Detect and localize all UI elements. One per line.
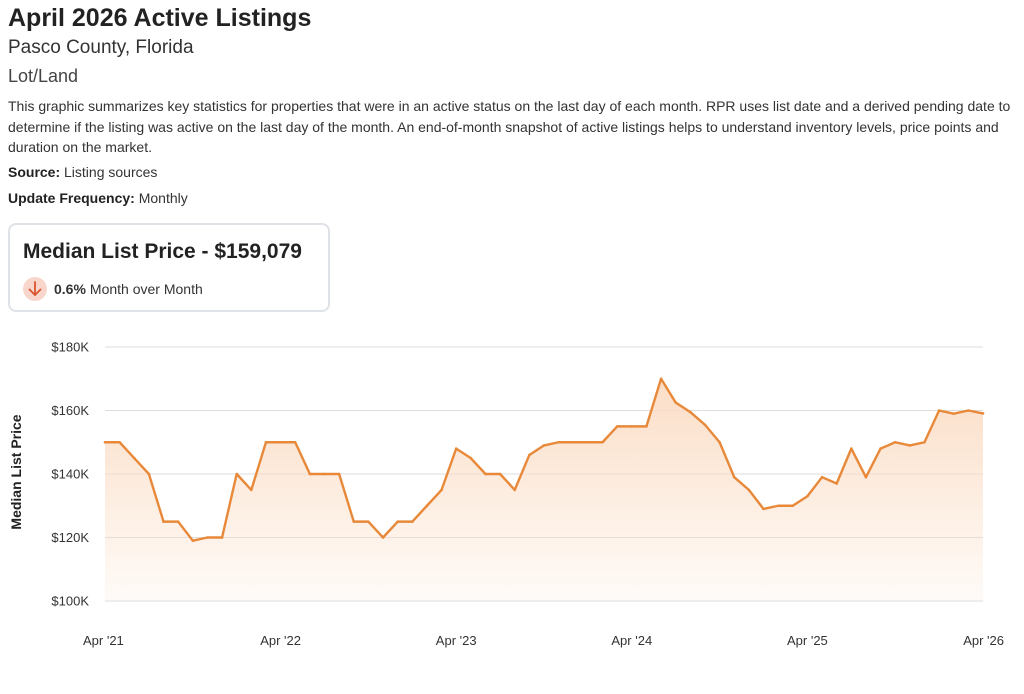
median-price-card: Median List Price - $159,079 0.6% Month … xyxy=(8,223,330,312)
y-tick-label: $140K xyxy=(51,467,89,482)
data-point xyxy=(528,453,531,457)
frequency-label: Update Frequency: xyxy=(8,190,135,206)
data-point xyxy=(967,409,970,412)
data-point xyxy=(703,423,707,427)
data-point xyxy=(557,440,560,444)
data-point xyxy=(469,456,473,460)
data-point xyxy=(981,412,985,415)
x-tick-label: Apr '24 xyxy=(611,633,652,648)
data-point xyxy=(440,488,443,492)
data-point xyxy=(411,520,414,523)
x-tick-label: Apr '21 xyxy=(83,633,124,648)
data-point xyxy=(162,520,165,523)
data-point xyxy=(220,536,224,539)
data-point xyxy=(250,488,253,492)
data-point xyxy=(689,410,692,414)
source-label: Source: xyxy=(8,164,61,180)
data-point xyxy=(615,425,619,428)
page-title: April 2026 Active Listings xyxy=(8,4,312,32)
x-tick-label: Apr '23 xyxy=(436,633,477,648)
data-point xyxy=(893,440,897,444)
x-tick-label: Apr '22 xyxy=(260,633,301,648)
y-axis-ticks: $100K $120K $140K $160K $180K xyxy=(51,340,89,609)
data-point xyxy=(308,472,312,476)
y-tick-label: $120K xyxy=(51,530,89,545)
data-point xyxy=(206,536,209,539)
data-point xyxy=(454,447,458,450)
data-point xyxy=(293,440,297,444)
data-point xyxy=(732,475,736,479)
data-point xyxy=(337,472,341,476)
data-point xyxy=(542,444,546,447)
data-point xyxy=(820,475,824,479)
data-point xyxy=(381,536,385,539)
data-point xyxy=(747,488,751,492)
data-point xyxy=(425,504,429,508)
data-point xyxy=(879,447,882,450)
frequency-value: Monthly xyxy=(138,190,188,206)
data-point xyxy=(264,440,268,444)
data-point xyxy=(367,520,370,523)
y-axis-title: Median List Price xyxy=(8,414,24,529)
data-point xyxy=(484,472,487,476)
data-point xyxy=(103,440,107,444)
data-point xyxy=(718,440,721,444)
location-subtitle: Pasco County, Florida xyxy=(8,37,194,58)
data-point xyxy=(864,475,868,479)
data-point xyxy=(908,444,912,447)
data-point xyxy=(923,440,926,444)
data-point xyxy=(586,440,590,444)
data-point xyxy=(674,401,677,404)
data-point xyxy=(279,440,282,444)
x-axis-ticks: Apr '21 Apr '22 Apr '23 Apr '24 Apr '25 Apr '… xyxy=(83,633,1004,648)
data-point xyxy=(132,456,136,460)
data-point xyxy=(352,520,356,523)
data-point xyxy=(630,425,634,428)
data-point xyxy=(659,377,663,381)
data-point xyxy=(776,504,780,508)
source-value: Listing sources xyxy=(64,164,158,180)
data-point xyxy=(601,440,604,444)
description-text: This graphic summarizes key statistics f… xyxy=(8,98,1011,155)
data-point xyxy=(147,472,151,476)
stat-change: 0.6% Month over Month xyxy=(23,277,203,301)
data-point xyxy=(806,494,809,498)
data-point xyxy=(937,409,941,412)
data-point xyxy=(191,539,195,542)
data-point xyxy=(791,504,795,508)
data-point xyxy=(235,472,238,476)
data-point xyxy=(645,425,648,428)
stat-title: Median List Price - $159,079 xyxy=(23,240,302,263)
data-point xyxy=(396,520,399,523)
x-tick-label: Apr '25 xyxy=(787,633,828,648)
data-point xyxy=(513,488,517,492)
series-area xyxy=(105,378,983,601)
median-list-price-chart: Median List Price $100K$120K$140K$160K$1… xyxy=(8,340,1004,649)
data-points xyxy=(103,377,985,542)
data-point xyxy=(835,482,838,485)
change-period: Month over Month xyxy=(89,281,203,297)
property-category: Lot/Land xyxy=(8,66,79,86)
y-tick-label: $180K xyxy=(51,340,89,355)
y-tick-label: $100K xyxy=(51,594,89,609)
source-line: Source: Listing sources xyxy=(8,164,157,180)
x-tick-label: Apr '26 xyxy=(963,633,1004,648)
y-tick-label: $160K xyxy=(51,403,89,418)
data-point xyxy=(323,472,326,476)
data-point xyxy=(952,412,956,415)
change-percent: 0.6% xyxy=(54,281,86,297)
data-point xyxy=(118,440,121,444)
data-point xyxy=(176,520,180,523)
data-point xyxy=(850,447,853,450)
data-point xyxy=(571,440,575,444)
arrow-down-icon xyxy=(23,277,47,301)
frequency-line: Update Frequency: Monthly xyxy=(8,190,188,206)
data-point xyxy=(498,472,502,476)
data-point xyxy=(762,507,765,511)
